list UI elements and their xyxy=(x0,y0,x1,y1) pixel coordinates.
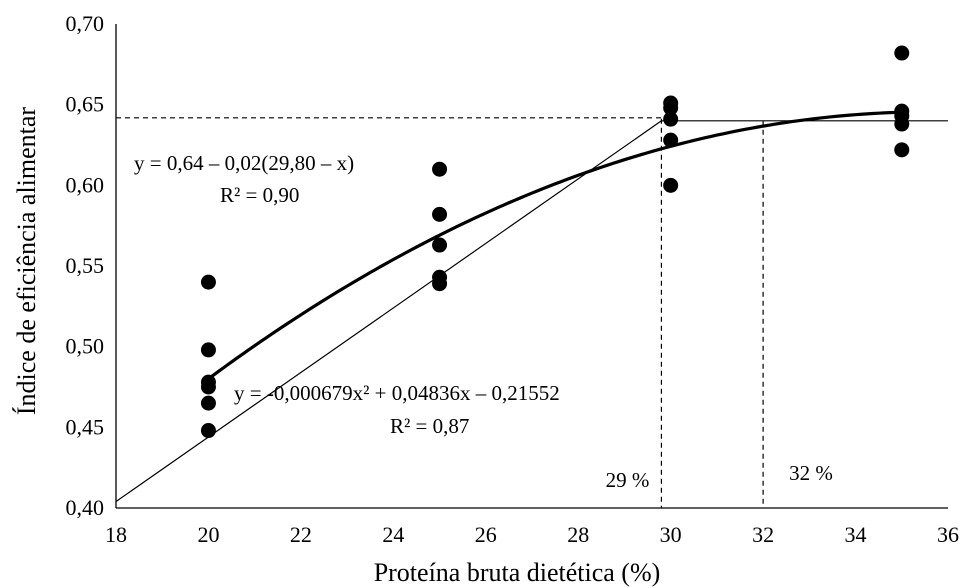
y-tick-label: 0,50 xyxy=(66,334,105,359)
data-point xyxy=(894,45,910,61)
quadratic-r-squared: R² = 0,87 xyxy=(390,414,469,438)
data-point xyxy=(663,111,679,127)
y-tick-label: 0,40 xyxy=(66,495,105,520)
x-tick-label: 20 xyxy=(197,522,219,547)
x-tick-label: 18 xyxy=(105,522,127,547)
data-point xyxy=(200,423,216,439)
guide-lines: 29 % 32 % xyxy=(116,117,833,508)
data-points xyxy=(200,45,910,439)
data-point xyxy=(200,342,216,358)
data-point xyxy=(200,379,216,395)
lrp-equation: y = 0,64 – 0,02(29,80 – x) xyxy=(134,151,354,175)
data-point xyxy=(663,100,679,116)
quadratic-curve xyxy=(207,110,902,381)
x-tick-label: 24 xyxy=(382,522,404,547)
y-tick-labels: 0,40 0,45 0,50 0,55 0,60 0,65 0,70 xyxy=(66,11,105,520)
quadratic-model xyxy=(207,110,902,381)
data-point xyxy=(663,132,679,148)
data-point xyxy=(432,276,448,292)
axes xyxy=(115,24,948,509)
quadratic-equation: y = -0,000679x² + 0,04836x – 0,21552 xyxy=(234,381,560,405)
y-tick-label: 0,65 xyxy=(66,92,105,117)
y-tick-label: 0,45 xyxy=(66,414,105,439)
lrp-r-squared: R² = 0,90 xyxy=(220,183,299,207)
data-point xyxy=(894,142,910,158)
data-point xyxy=(432,206,448,222)
data-point xyxy=(663,177,679,193)
x-axis-label: Proteína bruta dietética (%) xyxy=(374,558,661,587)
x-tick-label: 30 xyxy=(660,522,682,547)
x-tick-label: 32 xyxy=(752,522,774,547)
x-tick-label: 26 xyxy=(475,522,497,547)
y-axis-label: Índice de eficiência alimentar xyxy=(12,107,41,416)
x-tick-label: 28 xyxy=(567,522,589,547)
data-point xyxy=(894,116,910,132)
x-tick-labels: 18 20 22 24 26 28 30 32 34 36 xyxy=(105,522,959,547)
lrp-model xyxy=(115,120,948,503)
y-tick-label: 0,60 xyxy=(66,172,105,197)
data-point xyxy=(200,274,216,290)
data-point xyxy=(200,395,216,411)
x-tick-label: 36 xyxy=(937,522,959,547)
x-tick-label: 22 xyxy=(290,522,312,547)
y-tick-label: 0,70 xyxy=(66,11,105,36)
x-tick-label: 34 xyxy=(845,522,867,547)
data-point xyxy=(432,237,448,253)
marker-label: 32 % xyxy=(789,461,833,485)
lrp-linear-segment xyxy=(115,120,662,503)
data-point xyxy=(432,161,448,177)
y-tick-label: 0,55 xyxy=(66,253,105,278)
marker-label: 29 % xyxy=(606,468,650,492)
